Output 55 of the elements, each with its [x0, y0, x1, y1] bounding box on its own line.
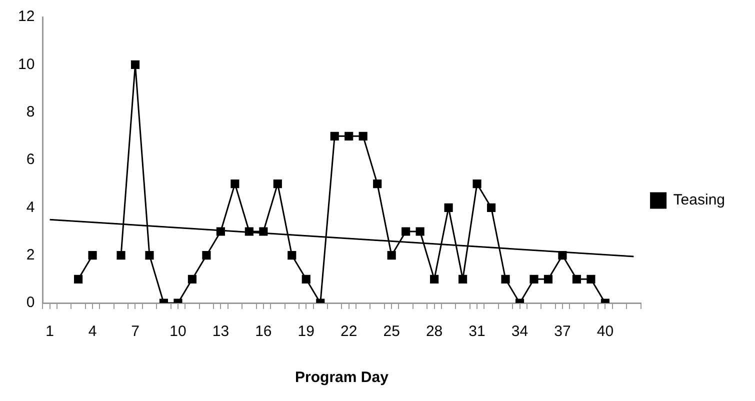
x-tick-label: 19 [298, 323, 314, 340]
x-tick-label: 37 [554, 323, 571, 340]
point [145, 251, 154, 260]
x-tick-label: 34 [511, 323, 528, 340]
point [330, 132, 339, 140]
point [472, 180, 482, 188]
point [458, 274, 468, 284]
point [486, 203, 496, 212]
point [402, 227, 410, 236]
x-tick-label: 40 [596, 323, 614, 340]
point [302, 274, 310, 284]
point [202, 251, 211, 260]
point [501, 274, 510, 284]
y-tick-label: 8 [26, 103, 35, 120]
x-axis-title: Program Day [295, 369, 390, 386]
x-tick-label: 10 [170, 323, 186, 340]
y-tick-label: 10 [18, 56, 35, 73]
x-tick-label: 25 [383, 323, 400, 340]
point [130, 60, 140, 69]
y-tick-label: 12 [18, 8, 35, 26]
x-tick-label: 4 [88, 323, 97, 340]
point [558, 251, 567, 260]
point [288, 251, 296, 260]
point [387, 251, 396, 260]
x-tick-label: 1 [46, 323, 54, 340]
point [230, 180, 240, 188]
point [216, 227, 225, 236]
point [416, 227, 424, 236]
y-tick-label: 2 [26, 246, 35, 264]
point [116, 251, 126, 260]
point [358, 132, 368, 140]
point [259, 227, 268, 236]
point [74, 274, 83, 284]
x-tick-label: 7 [131, 323, 140, 340]
legend-label: Teasing [673, 192, 725, 209]
point [88, 251, 97, 260]
point [444, 203, 453, 212]
x-tick-label: 16 [255, 323, 272, 340]
point [544, 274, 553, 284]
point [430, 274, 439, 284]
point [530, 274, 538, 284]
point [572, 274, 581, 284]
point [273, 180, 282, 188]
y-tick-label: 4 [26, 198, 35, 216]
x-tick-label: 31 [468, 323, 486, 340]
point [344, 132, 354, 140]
x-tick-label: 13 [212, 323, 230, 340]
y-tick-label: 0 [26, 294, 35, 312]
x-tick-label: 22 [340, 323, 358, 340]
point [373, 180, 382, 188]
x-tick-label: 28 [426, 323, 443, 340]
point [244, 227, 254, 236]
point [188, 274, 196, 284]
point [586, 274, 596, 284]
y-tick-label: 6 [26, 151, 35, 168]
